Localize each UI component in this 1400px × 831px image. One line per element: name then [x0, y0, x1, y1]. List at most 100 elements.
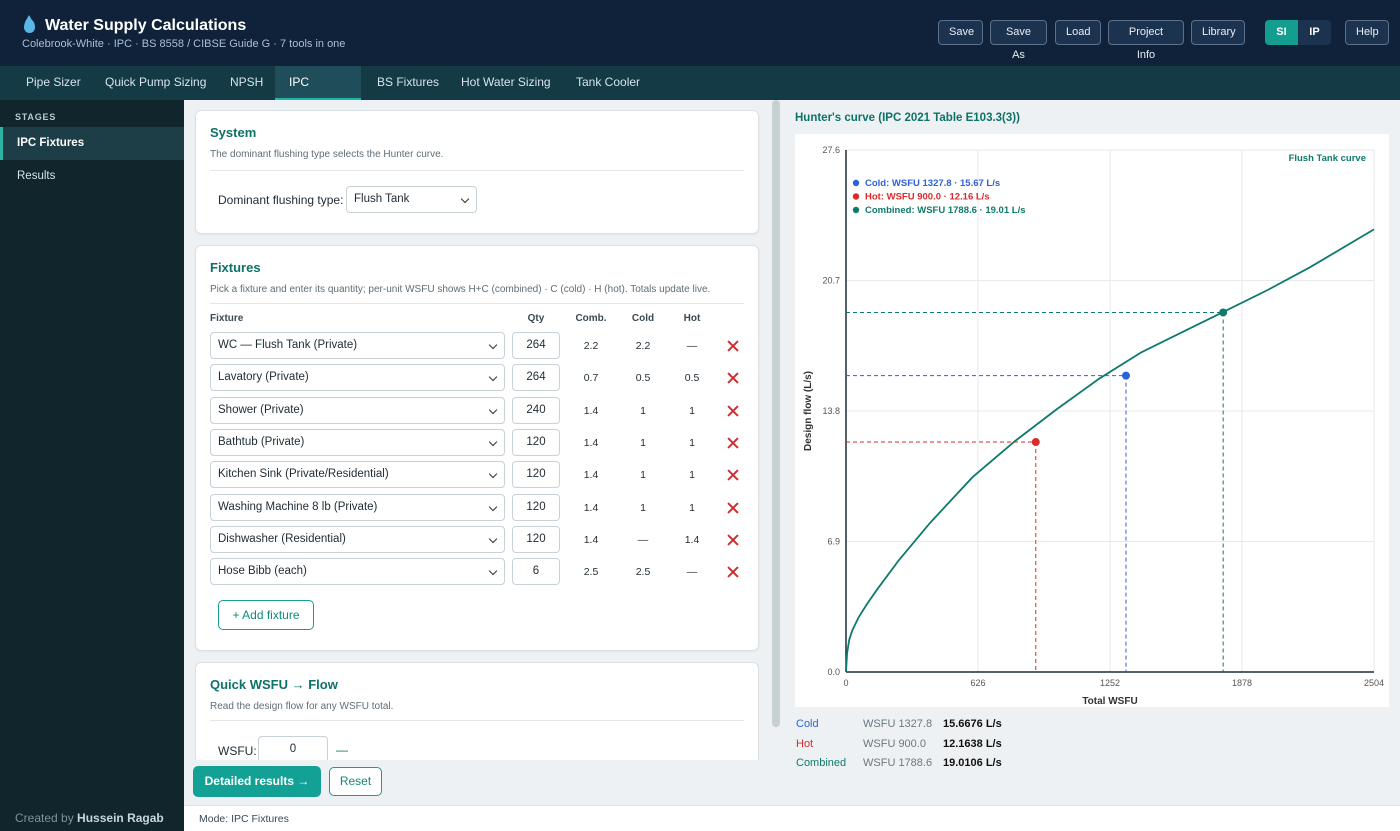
fixture-qty-input[interactable]: 120	[512, 493, 560, 521]
save-button[interactable]: Save	[938, 20, 983, 45]
chevron-down-icon	[488, 373, 498, 382]
scrollbar-thumb[interactable]	[772, 100, 780, 727]
system-title: System	[210, 125, 257, 140]
fixture-qty-input[interactable]: 264	[512, 364, 560, 392]
summary-label: Hot	[796, 737, 814, 750]
fixtures-card: Fixtures Pick a fixture and enter its qu…	[195, 245, 759, 651]
flushing-type-value: Flush Tank	[354, 193, 410, 205]
fixture-select[interactable]: Washing Machine 8 lb (Private)	[210, 493, 505, 521]
legend-entry: Cold: WSFU 1327.8 · 15.67 L/s	[865, 178, 1000, 189]
fixture-wsfu-combined: 0.7	[583, 372, 599, 385]
y-tick-label: 20.7	[822, 276, 840, 286]
remove-fixture-icon[interactable]	[727, 534, 739, 546]
fixture-name: WC — Flush Tank (Private)	[218, 339, 358, 351]
col-comb: Comb.	[575, 313, 607, 324]
col-fixture: Fixture	[210, 313, 244, 324]
add-fixture-button[interactable]: + Add fixture	[218, 600, 314, 630]
tab-tank-cooler[interactable]: Tank Cooler	[576, 75, 641, 89]
fixture-wsfu-hot: 1	[689, 469, 695, 482]
fixture-select[interactable]: Dishwasher (Residential)	[210, 525, 505, 553]
fixture-qty-input[interactable]: 240	[512, 396, 560, 424]
chevron-down-icon	[488, 566, 498, 576]
fixture-wsfu-hot: 1	[689, 404, 695, 417]
y-tick-label: 0.0	[827, 667, 840, 677]
tab-bs-fixtures[interactable]: BS Fixtures	[377, 75, 440, 89]
legend-marker	[852, 179, 860, 187]
system-divider	[210, 170, 744, 171]
fixture-qty-input[interactable]: 6	[512, 558, 560, 586]
fixture-name: Shower (Private)	[218, 403, 304, 416]
fixture-select[interactable]: Hose Bibb (each)	[210, 558, 505, 586]
remove-fixture-icon[interactable]	[727, 372, 739, 384]
sidebar-item-ipc-fixtures[interactable]: IPC Fixtures	[0, 127, 184, 160]
quick-description: Read the design flow for any WSFU total.	[210, 701, 394, 712]
unit-toggle: SI IP	[1265, 20, 1331, 45]
remove-fixture-icon[interactable]	[727, 566, 739, 578]
tab-ipc-fixtures[interactable]: IPC Fixtures	[275, 66, 361, 122]
unit-ip-button[interactable]: IP	[1309, 26, 1320, 38]
remove-fixture-icon[interactable]	[727, 502, 739, 514]
fixture-name: Kitchen Sink (Private/Residential)	[218, 468, 389, 481]
remove-fixture-icon[interactable]	[727, 340, 739, 352]
col-qty: Qty	[527, 313, 545, 324]
system-card: System The dominant flushing type select…	[195, 110, 759, 234]
remove-fixture-icon[interactable]	[727, 437, 739, 449]
fixture-wsfu-cold: 1	[640, 436, 646, 449]
app-subtitle: Colebrook-White · IPC · BS 8558 / CIBSE …	[22, 38, 346, 50]
flushing-type-select[interactable]: Flush Tank	[346, 186, 477, 213]
fixture-wsfu-cold: 0.5	[635, 372, 651, 385]
fixture-name: Bathtub (Private)	[218, 435, 305, 448]
summary-label: Cold	[796, 718, 819, 730]
wsfu-input[interactable]: 0	[258, 736, 328, 760]
tab-quick-pump-sizing[interactable]: Quick Pump Sizing	[105, 75, 207, 89]
summary-label: Combined	[796, 757, 847, 769]
sidebar-item-results[interactable]: Results	[17, 170, 56, 182]
flushing-type-label: Dominant flushing type:	[218, 193, 344, 207]
x-tick-label: 1252	[1100, 678, 1120, 688]
detailed-results-button[interactable]: Detailed results →	[193, 766, 321, 797]
fixtures-divider	[210, 303, 744, 304]
y-tick-label: 13.8	[822, 406, 840, 416]
x-tick-label: 626	[970, 678, 985, 688]
fixture-wsfu-combined: 1.4	[583, 469, 599, 482]
summary-flow: 15.6676 L/s	[943, 718, 1002, 730]
fixture-select[interactable]: WC — Flush Tank (Private)	[210, 332, 505, 359]
remove-fixture-icon[interactable]	[727, 469, 739, 481]
fixture-qty-input[interactable]: 120	[512, 525, 560, 553]
tab-npsh[interactable]: NPSH	[230, 75, 264, 89]
save-as-button[interactable]: Save As	[990, 20, 1047, 61]
fixture-wsfu-hot: 1.4	[684, 533, 700, 546]
fixture-select[interactable]: Kitchen Sink (Private/Residential)	[210, 461, 505, 489]
author-credit: Created by Hussein Ragab	[15, 811, 164, 825]
project-info-button[interactable]: Project Info	[1108, 20, 1184, 61]
chevron-down-icon	[488, 502, 498, 511]
y-tick-label: 6.9	[827, 537, 840, 547]
water-drop-icon	[24, 15, 35, 33]
reset-button[interactable]: Reset	[329, 767, 382, 796]
summary-wsfu: WSFU 1327.8	[863, 718, 933, 730]
fixture-wsfu-cold: 1	[640, 469, 646, 482]
fixture-select[interactable]: Lavatory (Private)	[210, 364, 505, 392]
fixture-name: Dishwasher (Residential)	[218, 532, 346, 545]
fixture-wsfu-cold: 1	[640, 404, 646, 417]
col-hot: Hot	[683, 313, 701, 324]
tab-pipe-sizer[interactable]: Pipe Sizer	[26, 75, 81, 89]
remove-fixture-icon[interactable]	[727, 405, 739, 417]
library-button[interactable]: Library	[1191, 20, 1245, 45]
load-button[interactable]: Load	[1055, 20, 1101, 45]
help-button[interactable]: Help	[1345, 20, 1389, 45]
tab-hot-water-sizing[interactable]: Hot Water Sizing	[461, 75, 551, 89]
fixture-qty-input[interactable]: 120	[512, 461, 560, 489]
credit-name: Hussein Ragab	[77, 811, 164, 825]
fixture-select[interactable]: Shower (Private)	[210, 396, 505, 424]
fixture-select[interactable]: Bathtub (Private)	[210, 428, 505, 456]
fixture-wsfu-hot: —	[686, 566, 698, 579]
fixture-wsfu-hot: 1	[689, 501, 695, 514]
fixture-qty-input[interactable]: 264	[512, 332, 560, 359]
fixture-wsfu-combined: 1.4	[583, 501, 599, 514]
fixture-name: Lavatory (Private)	[218, 371, 309, 384]
fixture-qty-input[interactable]: 120	[512, 428, 560, 456]
legend-entry: Combined: WSFU 1788.6 · 19.01 L/s	[865, 205, 1026, 216]
summary-flow: 19.0106 L/s	[943, 757, 1002, 769]
unit-si-button[interactable]: SI	[1265, 20, 1298, 45]
